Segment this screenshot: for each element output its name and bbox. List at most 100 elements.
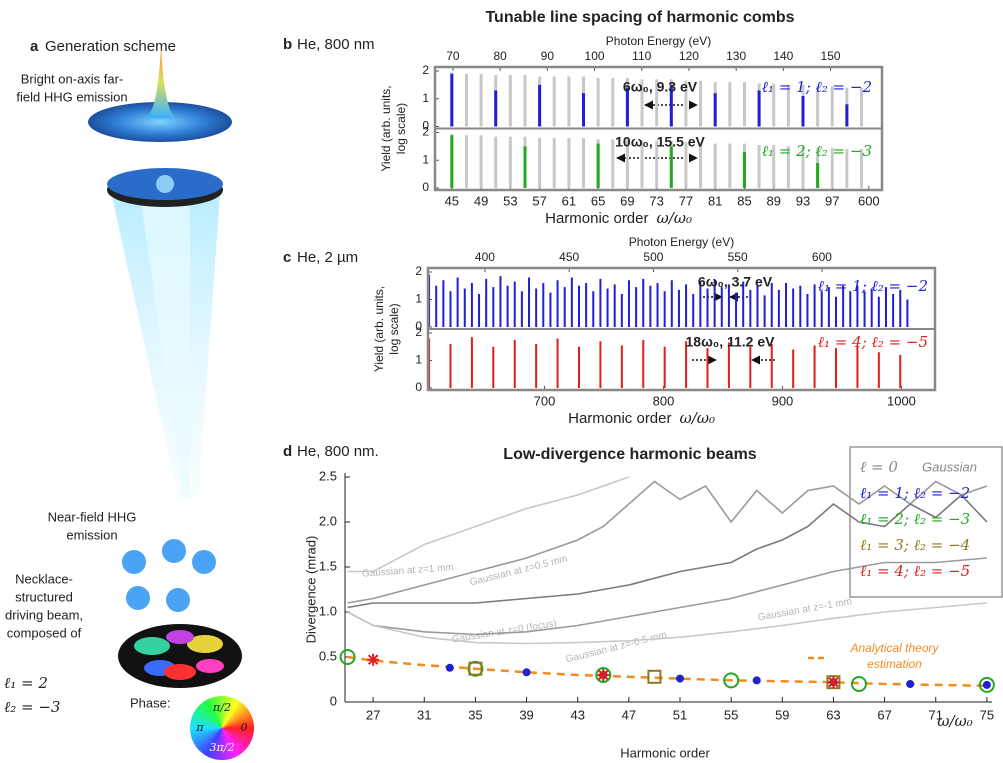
x-axis-title: Harmonic order	[620, 745, 710, 760]
x2-tick-label: 140	[773, 49, 793, 63]
near-field-text: Near-field HHG	[48, 509, 137, 524]
stick	[509, 137, 512, 188]
near-field-text: emission	[66, 527, 117, 542]
stick	[582, 93, 585, 126]
x-tick-label: 59	[775, 707, 789, 722]
x2-tick-label: 70	[446, 49, 460, 63]
x2-tick-label: 120	[679, 49, 699, 63]
stick	[553, 77, 556, 127]
target-spot	[156, 175, 174, 193]
stick	[611, 78, 614, 127]
stick	[657, 283, 659, 327]
y-axis-title: Yield (arb. units,	[372, 286, 386, 372]
legend-entry: ℓ = 0	[860, 458, 898, 476]
chart-title: Tunable line spacing of harmonic combs	[485, 9, 794, 26]
stick	[743, 152, 746, 188]
panel-letter: d	[283, 443, 292, 460]
legend-entry: ℓ₁ = 1; ℓ₂ = −2	[762, 78, 872, 96]
line-label: Gaussian at z=0.5 mm	[469, 554, 569, 589]
stick	[514, 340, 516, 388]
legend-entry: ℓ₁ = 4; ℓ₂ = −5	[860, 562, 970, 580]
driving-text: Necklace-	[15, 571, 73, 586]
line-label: Gaussian at z=-1 mm	[757, 596, 853, 623]
x-tick-label: 75	[980, 707, 994, 722]
x2-tick-label: 100	[585, 49, 605, 63]
stick	[514, 282, 516, 327]
stick	[450, 135, 453, 188]
far-field-text: field HHG emission	[16, 89, 127, 104]
x-tick-label: 43	[570, 707, 584, 722]
stick	[597, 78, 600, 127]
x2-axis-title: Photon Energy (eV)	[629, 235, 734, 249]
legend-entry: Gaussian	[922, 459, 977, 474]
stick	[821, 291, 823, 327]
stick	[535, 289, 537, 328]
stick	[814, 284, 816, 327]
x2-tick-label: 400	[475, 250, 495, 264]
phase-tick: 3π/2	[210, 741, 235, 754]
stick	[471, 283, 473, 327]
stick	[582, 138, 585, 188]
theory-label: Analytical theory estimation	[832, 640, 957, 672]
x-tick-label: 73	[649, 193, 663, 208]
l1-label: ℓ₁ = 2	[4, 674, 48, 692]
stick	[649, 286, 651, 327]
stick	[571, 278, 573, 328]
x-tick-label: 49	[474, 193, 488, 208]
point	[753, 676, 761, 684]
x2-tick-label: 550	[728, 250, 748, 264]
stick	[758, 145, 761, 188]
annotation: 6ω₀, 3.7 eV	[698, 274, 773, 290]
stick	[628, 280, 630, 327]
stick	[792, 350, 794, 389]
annotation: 6ω₀, 9.3 eV	[623, 79, 698, 95]
x-tick-label: 57	[532, 193, 546, 208]
point	[367, 654, 379, 666]
x-tick-label: 35	[468, 707, 482, 722]
lobe	[134, 637, 170, 655]
y-tick-label: 1	[422, 152, 429, 166]
stick	[785, 283, 787, 327]
x-tick-label: 600	[858, 193, 880, 208]
stick	[856, 347, 858, 388]
x-tick-label: 31	[417, 707, 431, 722]
chart-title: Low-divergence harmonic beams	[503, 446, 757, 463]
stick	[799, 286, 801, 327]
stick	[528, 278, 530, 328]
stick	[599, 279, 601, 327]
stick	[538, 138, 541, 188]
stick	[771, 344, 773, 388]
stick	[678, 290, 680, 327]
stick	[792, 289, 794, 328]
y-tick-label: 0	[415, 380, 422, 394]
x-tick-label: 93	[796, 193, 810, 208]
x-tick-label: 1000	[887, 393, 916, 408]
x2-tick-label: 500	[643, 250, 663, 264]
x-axis-math: ω/ω₀	[937, 712, 973, 730]
stick	[749, 347, 751, 388]
y-tick-label: 1	[415, 353, 422, 367]
stick	[465, 74, 468, 127]
stick	[564, 287, 566, 327]
stick	[542, 283, 544, 327]
stick	[728, 284, 730, 327]
y-tick-label: 2.0	[319, 513, 337, 528]
stick	[614, 284, 616, 327]
x-axis-title: Harmonic order	[568, 410, 671, 427]
x-tick-label: 39	[519, 707, 533, 722]
point	[676, 675, 684, 683]
point	[523, 668, 531, 676]
stick	[435, 286, 437, 327]
stick	[449, 344, 451, 388]
stick	[835, 348, 837, 388]
stick	[492, 347, 494, 388]
point	[827, 676, 839, 688]
stick	[465, 135, 468, 188]
stick	[621, 294, 623, 327]
x-tick-label: 77	[679, 193, 693, 208]
stick	[450, 74, 453, 127]
stick	[597, 144, 600, 188]
x-tick-label: 53	[503, 193, 517, 208]
x-tick-label: 900	[772, 393, 794, 408]
stick	[806, 294, 808, 327]
